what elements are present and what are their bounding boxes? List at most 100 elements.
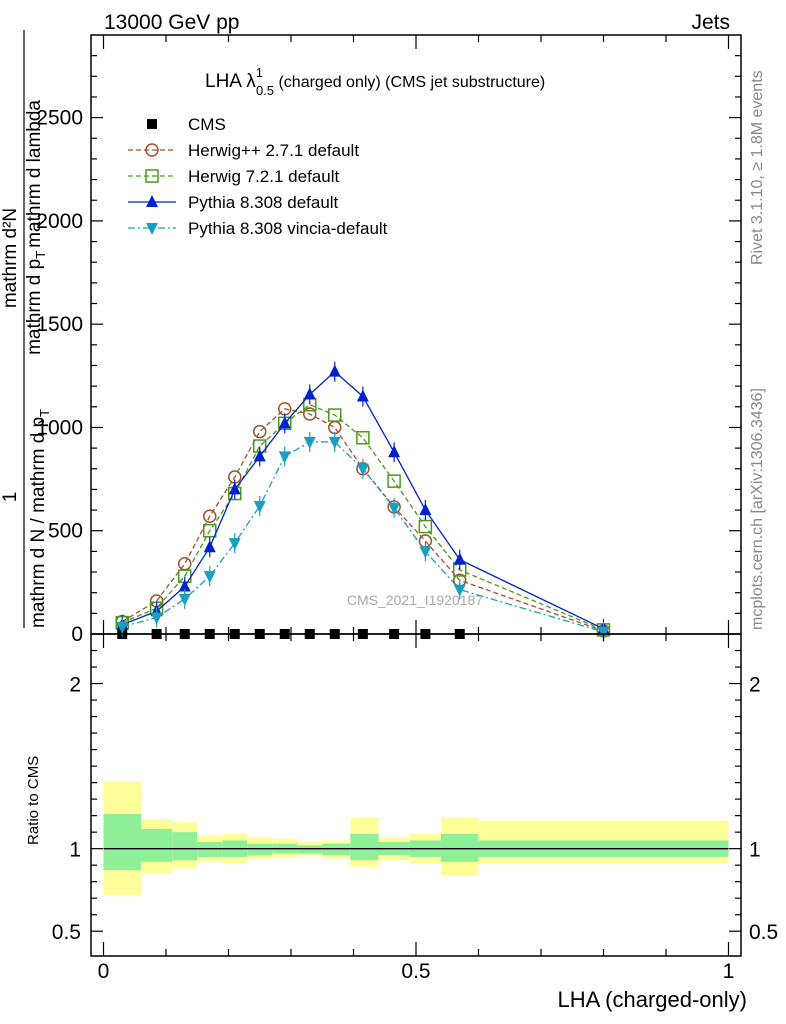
data-point-pythia: [303, 387, 316, 400]
data-point-vincia: [328, 436, 341, 449]
data-point-herwig7: [328, 408, 342, 422]
main-ytick-label: 2000: [36, 210, 83, 233]
data-point-herwigpp: [328, 420, 342, 435]
title-sub: 0.5: [256, 83, 274, 98]
title-rest: (charged only) (CMS jet substructure): [274, 74, 545, 91]
ratio-ytick-label-right: 1: [749, 839, 761, 862]
data-point-herwig7: [356, 431, 370, 445]
title-main: LHA λ: [205, 71, 256, 92]
ratio-band-inner: [441, 833, 479, 862]
data-point-vincia: [356, 463, 369, 476]
main-axis-ticks: 0 500 1000 1500 2000 2500: [36, 35, 741, 646]
series-vincia: [116, 431, 610, 642]
legend-marker: [146, 223, 158, 235]
ratio-band-inner: [322, 843, 351, 856]
data-point-herwigpp: [303, 407, 317, 421]
ylabel-numerator: mathrm d²N: [0, 208, 21, 308]
ratio-ytick-label: 2: [69, 674, 81, 697]
rivet-label: Rivet 3.1.10, ≥ 1.8M events: [749, 70, 766, 265]
data-point-pythia: [228, 482, 241, 495]
legend-entry-herwig7: Herwig 7.2.1 default: [128, 167, 339, 186]
legend-entry-pythia: Pythia 8.308 default: [128, 193, 339, 212]
ratio-band-inner: [141, 828, 173, 862]
data-point-vincia: [453, 584, 466, 597]
legend-label: CMS: [188, 115, 226, 134]
series-line-pythia: [122, 370, 604, 630]
data-point-vincia: [303, 436, 316, 449]
series-line-vincia: [122, 441, 604, 633]
data-point-vincia: [253, 500, 266, 513]
ylabel-one: 1: [0, 492, 21, 503]
main-ytick-label: 2500: [36, 107, 83, 130]
chart-title: LHA λ1 0.5 (charged only) (CMS jet substr…: [205, 65, 545, 98]
ratio-band-inner: [297, 845, 323, 854]
data-point-vincia: [388, 503, 401, 516]
data-point-pythia: [453, 552, 466, 565]
legend-marker: [146, 195, 158, 207]
legend-entry-cms: CMS: [147, 115, 226, 134]
legend-label: Herwig++ 2.7.1 default: [188, 141, 359, 160]
process-label: Jets: [691, 11, 730, 34]
data-point-pythia: [419, 503, 432, 516]
series-line-herwigpp: [121, 408, 604, 632]
legend: CMS Herwig++ 2.7.1 default Herwig 7.2.1 de…: [128, 115, 388, 238]
ylabel-den-sub: T: [33, 251, 48, 259]
ylabel-den-1: mathrm d p: [24, 259, 45, 355]
ratio-ytick-label: 0.5: [52, 921, 81, 944]
x-tick-label: 1: [723, 960, 735, 983]
legend-marker: [145, 169, 159, 183]
data-point-vincia: [228, 538, 241, 551]
ylabel-outer-den-main: mathrm d N / mathrm d p: [28, 417, 49, 628]
ylabel-den-2: mathrm d lambda: [24, 100, 45, 248]
series-line-herwig7: [121, 403, 604, 631]
data-point-pythia: [203, 540, 216, 553]
data-point-pythia: [178, 579, 191, 592]
legend-entry-vincia: Pythia 8.308 vincia-default: [128, 219, 388, 238]
ylabel-outer-den-sub: T: [37, 409, 52, 417]
data-point-herwig7: [387, 474, 401, 488]
data-point-vincia: [419, 546, 432, 559]
ratio-bands: [103, 780, 729, 895]
legend-label: Herwig 7.2.1 default: [188, 167, 339, 186]
ratio-axis-ticks: 0.5 0.5 1 1 2 2: [52, 634, 778, 956]
data-point-vincia: [116, 621, 129, 634]
data-point-vincia: [178, 593, 191, 606]
main-ytick-label: 1000: [36, 416, 83, 439]
legend-marker: [147, 119, 157, 129]
series-layer: [115, 361, 611, 642]
title-sup: 1: [256, 65, 263, 80]
data-point-vincia: [203, 571, 216, 584]
ratio-band-inner: [350, 833, 379, 861]
ratio-band-inner: [103, 813, 141, 871]
main-ytick-label: 500: [48, 520, 83, 543]
legend-marker: [145, 143, 159, 157]
data-point-vincia: [278, 451, 291, 464]
ratio-frame: [90, 633, 742, 957]
ratio-ytick-label-right: 0.5: [749, 921, 778, 944]
data-point-pythia: [356, 389, 369, 402]
data-point-pythia: [253, 449, 266, 462]
mcplots-label: mcplots.cern.ch [arXiv:1306.3436]: [749, 388, 766, 630]
main-ylabel: 1 mathrm d²N mathrm d pTmathrm d lambda …: [0, 30, 52, 628]
data-point-vincia: [150, 612, 163, 625]
data-point-pythia: [328, 364, 341, 377]
ratio-ytick-label: 1: [69, 839, 81, 862]
main-ytick-label: 1500: [36, 313, 83, 336]
legend-label: Pythia 8.308 default: [188, 193, 339, 212]
data-point-herwig7: [418, 519, 433, 534]
data-point-herwig7: [203, 523, 217, 538]
legend-label: Pythia 8.308 vincia-default: [188, 219, 388, 238]
x-axis-label: LHA (charged-only): [557, 987, 747, 1012]
data-point-vincia: [597, 626, 610, 639]
data-point-herwigpp: [253, 424, 267, 439]
ratio-band-inner: [247, 843, 273, 856]
data-point-herwigpp: [203, 509, 217, 524]
ratio-band-inner: [197, 842, 223, 857]
ylabel-outer-den: mathrm d N / mathrm d pT: [28, 409, 52, 628]
x-tick-label: 0.5: [401, 960, 430, 983]
main-ytick-label: 0: [71, 623, 83, 646]
ratio-ylabel: Ratio to CMS: [25, 756, 42, 845]
legend-entry-herwigpp: Herwig++ 2.7.1 default: [128, 141, 359, 160]
data-point-pythia: [388, 445, 401, 458]
